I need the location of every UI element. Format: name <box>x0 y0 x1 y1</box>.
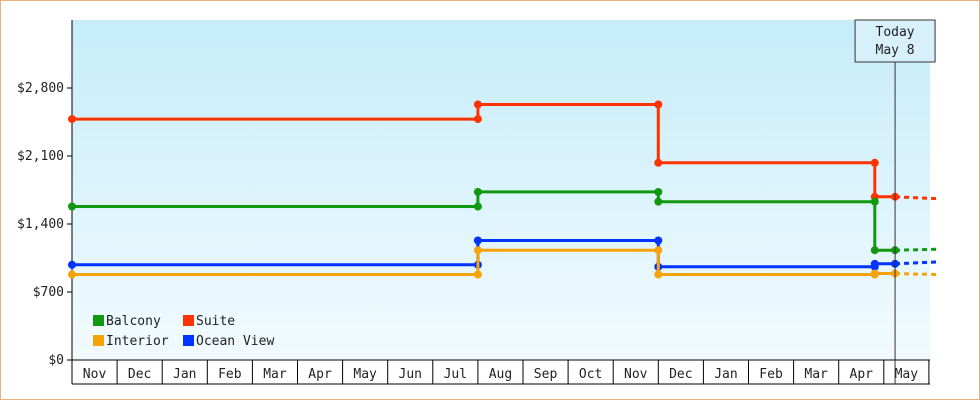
legend-swatch-suite <box>183 315 194 326</box>
x-tick-label: Aug <box>489 367 512 382</box>
data-point-balcony <box>68 202 76 211</box>
y-tick-label: $2,100 <box>17 149 64 164</box>
data-point-interior <box>654 270 663 279</box>
x-tick-label: Nov <box>83 367 107 382</box>
data-point-balcony <box>654 197 663 206</box>
y-tick-label: $1,400 <box>17 217 64 232</box>
x-tick-label: Sep <box>534 367 558 382</box>
data-point-suite <box>473 100 482 109</box>
legend-swatch-ocean-view <box>183 335 194 346</box>
x-tick-label: Oct <box>579 367 602 382</box>
x-tick-label: Mar <box>804 367 828 382</box>
legend-label-ocean-view: Ocean View <box>196 334 274 349</box>
data-point-interior <box>654 246 663 255</box>
data-point-suite <box>654 100 663 109</box>
data-point-balcony <box>473 187 482 196</box>
data-point-ocean-view <box>68 260 76 269</box>
data-point-suite <box>68 115 76 124</box>
legend-swatch-balcony <box>93 315 104 326</box>
data-point-interior <box>473 246 482 255</box>
forecast-line-ocean-view <box>895 260 938 266</box>
data-point-interior <box>870 269 879 278</box>
x-tick-label: Apr <box>850 367 874 382</box>
data-point-suite <box>473 115 482 124</box>
data-point-ocean-view <box>870 259 879 268</box>
series-layer <box>68 100 938 279</box>
y-tick-label: $0 <box>48 353 64 368</box>
x-axis: Nov Dec Jan Feb Mar Apr May Jun Jul Aug Sep Oct Nov D… <box>71 359 930 385</box>
x-tick-label: Feb <box>759 367 783 382</box>
today-marker: Today May 8 <box>854 19 936 384</box>
x-tick-label: May <box>353 367 377 382</box>
x-tick-label: Apr <box>308 367 332 382</box>
x-tick-label: Jan <box>714 367 737 382</box>
x-tick-label: Jan <box>173 367 196 382</box>
legend-swatch-interior <box>93 335 104 346</box>
x-tick-label: Nov <box>624 367 648 382</box>
x-tick-label: Feb <box>218 367 242 382</box>
today-label: Today <box>876 25 915 40</box>
data-point-suite <box>654 158 663 167</box>
plot-area <box>72 20 930 360</box>
forecast-line-interior <box>895 272 938 277</box>
forecast-line-balcony <box>895 247 938 252</box>
x-tick-label: May <box>895 367 919 382</box>
data-point-ocean-view <box>473 236 482 245</box>
x-tick-label: Mar <box>263 367 287 382</box>
today-box <box>854 19 936 63</box>
y-tick-label: $2,800 <box>17 81 64 96</box>
data-point-balcony <box>473 202 482 211</box>
forecast-line-suite <box>895 195 938 201</box>
x-tick-label: Jun <box>399 367 422 382</box>
legend: Balcony Suite Interior Ocean View <box>93 314 274 349</box>
y-axis: $0 $700 $1,400 $2,100 $2,800 <box>17 20 73 384</box>
data-point-suite <box>870 158 879 167</box>
legend-label-interior: Interior <box>106 334 169 349</box>
x-tick-label: Dec <box>669 367 692 382</box>
legend-label-balcony: Balcony <box>106 314 161 329</box>
data-point-balcony <box>654 187 663 196</box>
data-point-ocean-view <box>654 236 663 245</box>
legend-label-suite: Suite <box>196 314 235 329</box>
today-date: May 8 <box>876 43 915 58</box>
x-tick-label: Jul <box>444 367 467 382</box>
y-tick-label: $700 <box>33 285 64 300</box>
x-tick-label: Dec <box>128 367 151 382</box>
data-point-balcony <box>870 197 879 206</box>
data-point-interior <box>68 270 76 279</box>
data-point-interior <box>473 270 482 279</box>
data-point-balcony <box>870 246 879 255</box>
